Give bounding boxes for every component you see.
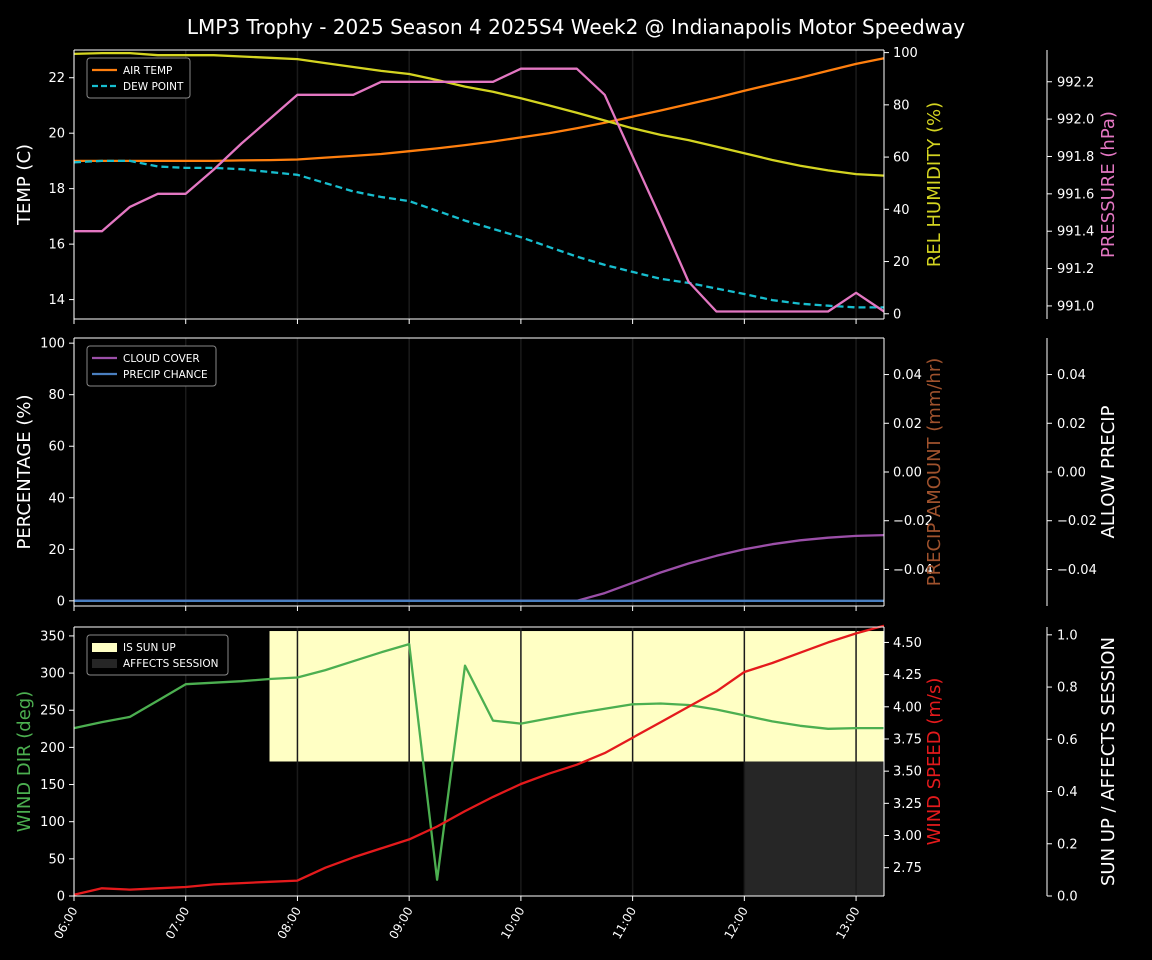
right-tick-label: 4.00 [893,700,922,715]
third-tick-label: −0.04 [1057,563,1097,578]
legend-box [86,345,217,387]
left-axis-label: PERCENTAGE (%) [14,394,35,549]
right-tick-label: 80 [893,98,910,113]
left-tick-label: 18 [48,182,65,197]
chart-title: LMP3 Trophy - 2025 Season 4 2025S4 Week2… [187,15,965,39]
series-pressure [74,67,885,313]
series-air-temp [74,57,885,163]
series-dew-point [73,159,884,309]
third-axis-label: ALLOW PRECIP [1098,405,1119,538]
left-tick-label: 50 [48,852,65,867]
third-tick-label: 0.8 [1057,681,1078,696]
right-axis-label: REL HUMIDITY (%) [924,102,945,267]
left-tick-label: 350 [40,629,65,644]
left-tick-label: 60 [48,440,65,455]
right-tick-label: 20 [893,255,910,270]
right-tick-label: 0.02 [893,417,922,432]
legend-label: IS SUN UP [123,642,176,654]
third-tick-label: 0.2 [1057,837,1078,852]
right-axis-label: WIND SPEED (m/s) [924,678,945,846]
third-tick-label: 0.6 [1057,733,1078,748]
right-tick-label: 3.00 [893,829,922,844]
left-tick-label: 20 [48,543,65,558]
left-tick-label: 200 [40,741,65,756]
third-tick-label: 1.0 [1057,628,1078,643]
right-tick-label: −0.04 [893,563,933,578]
left-tick-label: 16 [48,238,65,253]
panel-wind: 06:00 07:00 08:00 09:00 10:00 11:00 12:00 13:00… [14,624,1119,941]
series-rel-humidity [73,51,885,177]
third-axis-label: SUN UP / AFFECTS SESSION [1098,637,1119,886]
legend: IS SUN UP AFFECTS SESSION [86,634,229,676]
left-tick-label: 0 [57,594,65,609]
legend-label: AIR TEMP [123,65,172,77]
third-tick-label: 992.2 [1057,75,1094,90]
right-tick-label: 60 [893,151,910,166]
right-tick-label: 40 [893,203,910,218]
left-tick-label: 22 [48,71,65,86]
third-tick-label: 0.02 [1057,417,1086,432]
series-wind-speed [73,624,885,896]
right-tick-label: −0.02 [893,514,933,529]
legend-label: PRECIP CHANCE [123,369,208,381]
third-tick-label: 0.00 [1057,466,1086,481]
series-cloud-cover [74,533,885,602]
left-axis-label: WIND DIR (deg) [14,691,35,833]
right-tick-label: 0.00 [893,466,922,481]
right-tick-label: 2.75 [893,861,922,876]
right-tick-label: 4.50 [893,636,922,651]
third-axis-label: PRESSURE (hPa) [1098,111,1119,258]
band-affects-session [744,761,884,896]
left-tick-label: 0 [57,890,65,905]
third-tick-label: 991.2 [1057,262,1094,277]
legend-swatch [92,659,117,668]
right-tick-label: 0.04 [893,368,922,383]
third-tick-label: 992.0 [1057,113,1094,128]
left-tick-label: 300 [40,667,65,682]
legend-box [86,634,229,676]
legend-label: DEW POINT [123,81,184,93]
panel-temperature: 14 16 18 20 22 TEMP (C) 0 20 40 60 80 100 REL HUMIDI… [14,46,1119,324]
right-tick-label: 0 [893,307,901,322]
left-tick-label: 100 [40,815,65,830]
third-tick-label: 991.4 [1057,225,1094,240]
right-tick-label: 3.25 [893,797,922,812]
right-tick-label: 100 [893,46,918,61]
left-tick-label: 250 [40,704,65,719]
panel-precipitation: 0 20 40 60 80 100 PERCENTAGE (%) −0.04 −0.02 0.00… [14,337,1119,611]
third-tick-label: 0.0 [1057,890,1078,905]
legend: CLOUD COVER PRECIP CHANCE [86,345,217,387]
third-tick-label: 0.04 [1057,368,1086,383]
right-tick-label: 3.50 [893,765,922,780]
legend-box [86,57,191,99]
left-tick-label: 80 [48,388,65,403]
left-axis-label: TEMP (C) [14,144,35,226]
left-tick-label: 100 [40,337,65,352]
left-tick-label: 20 [48,127,65,142]
legend-swatch [92,643,117,652]
left-tick-label: 14 [48,293,65,308]
series-wind-dir [73,642,884,881]
third-tick-label: 0.4 [1057,785,1078,800]
third-tick-label: −0.02 [1057,514,1097,529]
third-tick-label: 991.6 [1057,187,1094,202]
right-tick-label: 4.25 [893,668,922,683]
left-tick-label: 40 [48,491,65,506]
third-tick-label: 991.8 [1057,150,1094,165]
right-axis-label: PRECIP AMOUNT (mm/hr) [924,358,945,587]
right-tick-label: 3.75 [893,732,922,747]
legend-label: AFFECTS SESSION [123,658,219,670]
legend-label: CLOUD COVER [123,353,200,365]
third-tick-label: 991.0 [1057,299,1094,314]
band-is-sun-up [269,631,885,762]
legend: AIR TEMP DEW POINT [86,57,191,99]
left-tick-label: 150 [40,778,65,793]
